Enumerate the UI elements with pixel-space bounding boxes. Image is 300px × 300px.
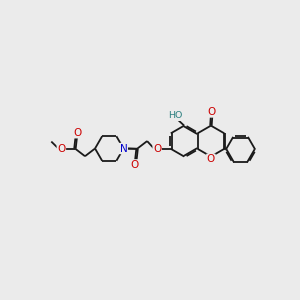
Text: O: O bbox=[73, 128, 81, 138]
Text: O: O bbox=[208, 107, 216, 117]
Text: O: O bbox=[57, 143, 65, 154]
Text: HO: HO bbox=[168, 111, 182, 120]
Text: O: O bbox=[207, 154, 215, 164]
Text: O: O bbox=[153, 144, 161, 154]
Text: N: N bbox=[120, 143, 128, 154]
Text: N: N bbox=[120, 143, 128, 154]
Text: O: O bbox=[131, 160, 139, 170]
